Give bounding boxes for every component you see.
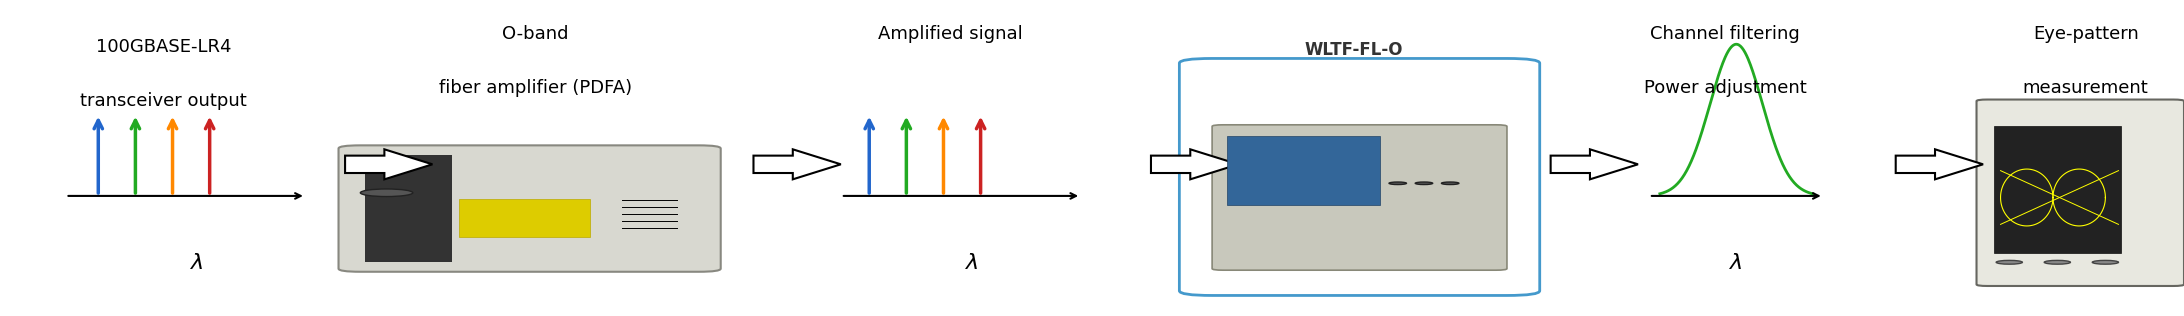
Text: Amplified signal: Amplified signal bbox=[878, 25, 1022, 43]
Text: Power adjustment: Power adjustment bbox=[1645, 79, 1806, 97]
FancyBboxPatch shape bbox=[1212, 125, 1507, 270]
FancyArrow shape bbox=[345, 149, 432, 179]
FancyArrow shape bbox=[1151, 149, 1238, 179]
FancyBboxPatch shape bbox=[1227, 136, 1380, 205]
Text: measurement: measurement bbox=[2022, 79, 2149, 97]
Text: transceiver output: transceiver output bbox=[81, 92, 247, 110]
Circle shape bbox=[2044, 260, 2070, 264]
Text: WLTF-FL-O: WLTF-FL-O bbox=[1304, 41, 1404, 59]
Circle shape bbox=[1996, 260, 2022, 264]
FancyArrow shape bbox=[1551, 149, 1638, 179]
Circle shape bbox=[1389, 182, 1406, 185]
FancyBboxPatch shape bbox=[365, 155, 452, 262]
Text: Channel filtering: Channel filtering bbox=[1651, 25, 1800, 43]
Text: λ: λ bbox=[965, 253, 981, 273]
Text: fiber amplifier (PDFA): fiber amplifier (PDFA) bbox=[439, 79, 631, 97]
FancyBboxPatch shape bbox=[459, 199, 590, 237]
FancyArrow shape bbox=[753, 149, 841, 179]
Text: 100GBASE-LR4: 100GBASE-LR4 bbox=[96, 38, 232, 56]
Text: O-band: O-band bbox=[502, 25, 568, 43]
FancyBboxPatch shape bbox=[339, 145, 721, 272]
Circle shape bbox=[1441, 182, 1459, 185]
Text: λ: λ bbox=[190, 253, 205, 273]
FancyBboxPatch shape bbox=[1994, 126, 2121, 253]
FancyBboxPatch shape bbox=[1179, 58, 1540, 295]
FancyArrow shape bbox=[1896, 149, 1983, 179]
Text: Eye-pattern: Eye-pattern bbox=[2033, 25, 2138, 43]
Circle shape bbox=[360, 189, 413, 197]
Circle shape bbox=[2092, 260, 2118, 264]
Text: λ: λ bbox=[1730, 253, 1743, 273]
Circle shape bbox=[1415, 182, 1433, 185]
FancyBboxPatch shape bbox=[1977, 100, 2184, 286]
